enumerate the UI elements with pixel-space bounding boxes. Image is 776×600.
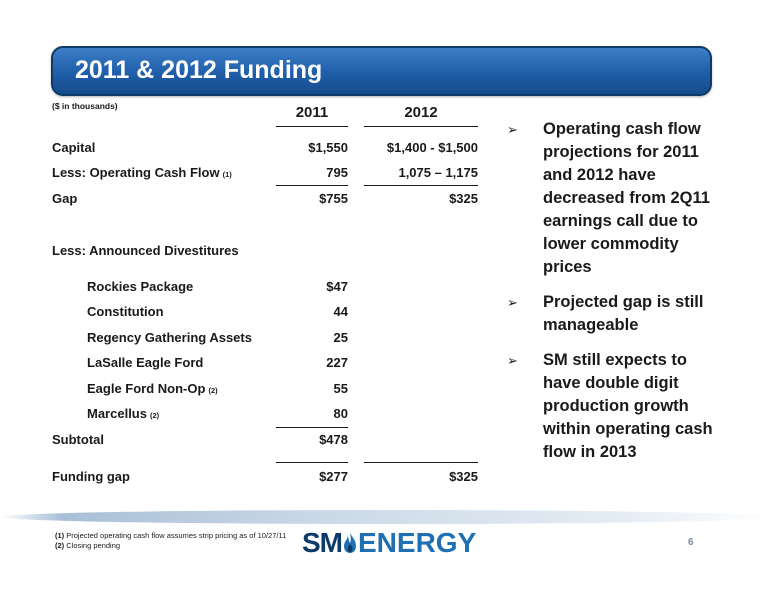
subtotal-rule-2011 [276,462,348,463]
value-gap-2011: $755 [319,191,348,206]
footnote-1-number: (1) [55,531,65,540]
title-bar: 2011 & 2012 Funding [51,46,712,96]
row-label-subtotal: Subtotal [52,432,104,447]
value-subtotal-2011: $478 [319,432,348,447]
header-rule-2012 [364,126,478,127]
row-label-ocf-text: Less: Operating Cash Flow [52,165,220,180]
value-ocf-2012: 1,075 – 1,175 [398,165,478,180]
bullet-item: ➢ SM still expects to have double digit … [507,349,727,464]
footer-swoosh [0,510,776,524]
sm-energy-logo: SM ENERGY [302,527,477,558]
row-label-rockies: Rockies Package [87,279,194,294]
row-label-marcellus: Marcellus (2) [87,406,159,421]
footnote-2-text: Closing pending [66,541,121,550]
arrow-bullet-icon: ➢ [507,122,518,137]
column-header-2012: 2012 [404,104,438,121]
value-funding-gap-2011: $277 [319,469,348,484]
value-regency-2011: 25 [333,330,348,345]
value-gap-2012: $325 [449,191,478,206]
header-rule-2011 [276,126,348,127]
value-eagle-ford-nonop-2011: 55 [333,381,348,396]
bullet-text: SM still expects to have double digit pr… [543,351,713,461]
footnotes: (1) Projected operating cash flow assume… [55,531,286,551]
footnote-2: (2) Closing pending [55,541,286,551]
units-note: ($ in thousands) [52,101,118,111]
row-label-capital: Capital [52,140,96,155]
ocf-rule-2011 [276,185,348,186]
marcellus-rule-2011 [276,427,348,428]
ocf-rule-2012 [364,185,478,186]
column-header-2011: 2011 [295,104,329,121]
flame-icon [344,533,356,553]
row-label-regency: Regency Gathering Assets [87,330,252,345]
value-capital-2012: $1,400 - $1,500 [386,140,478,155]
value-marcellus-2011: 80 [333,406,348,421]
row-label-eagle-ford-nonop: Eagle Ford Non-Op (2) [87,381,218,396]
value-funding-gap-2012: $325 [449,469,478,484]
footnote-1-text: Projected operating cash flow assumes st… [66,531,287,540]
arrow-bullet-icon: ➢ [507,353,518,368]
row-label-divestitures: Less: Announced Divestitures [52,243,239,258]
arrow-bullet-icon: ➢ [507,295,518,310]
page-title: 2011 & 2012 Funding [75,56,323,84]
row-label-gap: Gap [52,191,78,206]
bullet-text: Projected gap is still manageable [543,293,704,334]
row-label-eagle-ford-nonop-text: Eagle Ford Non-Op [87,381,206,396]
value-constitution-2011: 44 [333,304,348,319]
subtotal-rule-2012 [364,462,478,463]
value-capital-2011: $1,550 [308,140,348,155]
bullet-text: Operating cash flow projections for 2011… [543,120,710,276]
footnote-ref-2: (2) [149,411,160,420]
value-rockies-2011: $47 [326,279,348,294]
row-label-funding-gap: Funding gap [52,469,130,484]
logo-sm-text: SM [302,527,343,558]
value-ocf-2011: 795 [326,165,348,180]
row-label-marcellus-text: Marcellus [87,406,147,421]
bullet-list: ➢ Operating cash flow projections for 20… [507,118,727,476]
bullet-item: ➢ Operating cash flow projections for 20… [507,118,727,279]
row-label-operating-cash-flow: Less: Operating Cash Flow (1) [52,165,232,180]
footnote-1: (1) Projected operating cash flow assume… [55,531,286,541]
bullet-item: ➢ Projected gap is still manageable [507,291,727,337]
page-number: 6 [688,537,694,548]
footnote-2-number: (2) [55,541,65,550]
row-label-lasalle: LaSalle Eagle Ford [87,355,204,370]
footnote-ref-1: (1) [222,170,232,179]
footnote-ref-2: (2) [208,386,218,395]
value-lasalle-2011: 227 [326,355,348,370]
row-label-constitution: Constitution [87,304,164,319]
logo-energy-text: ENERGY [358,527,477,558]
